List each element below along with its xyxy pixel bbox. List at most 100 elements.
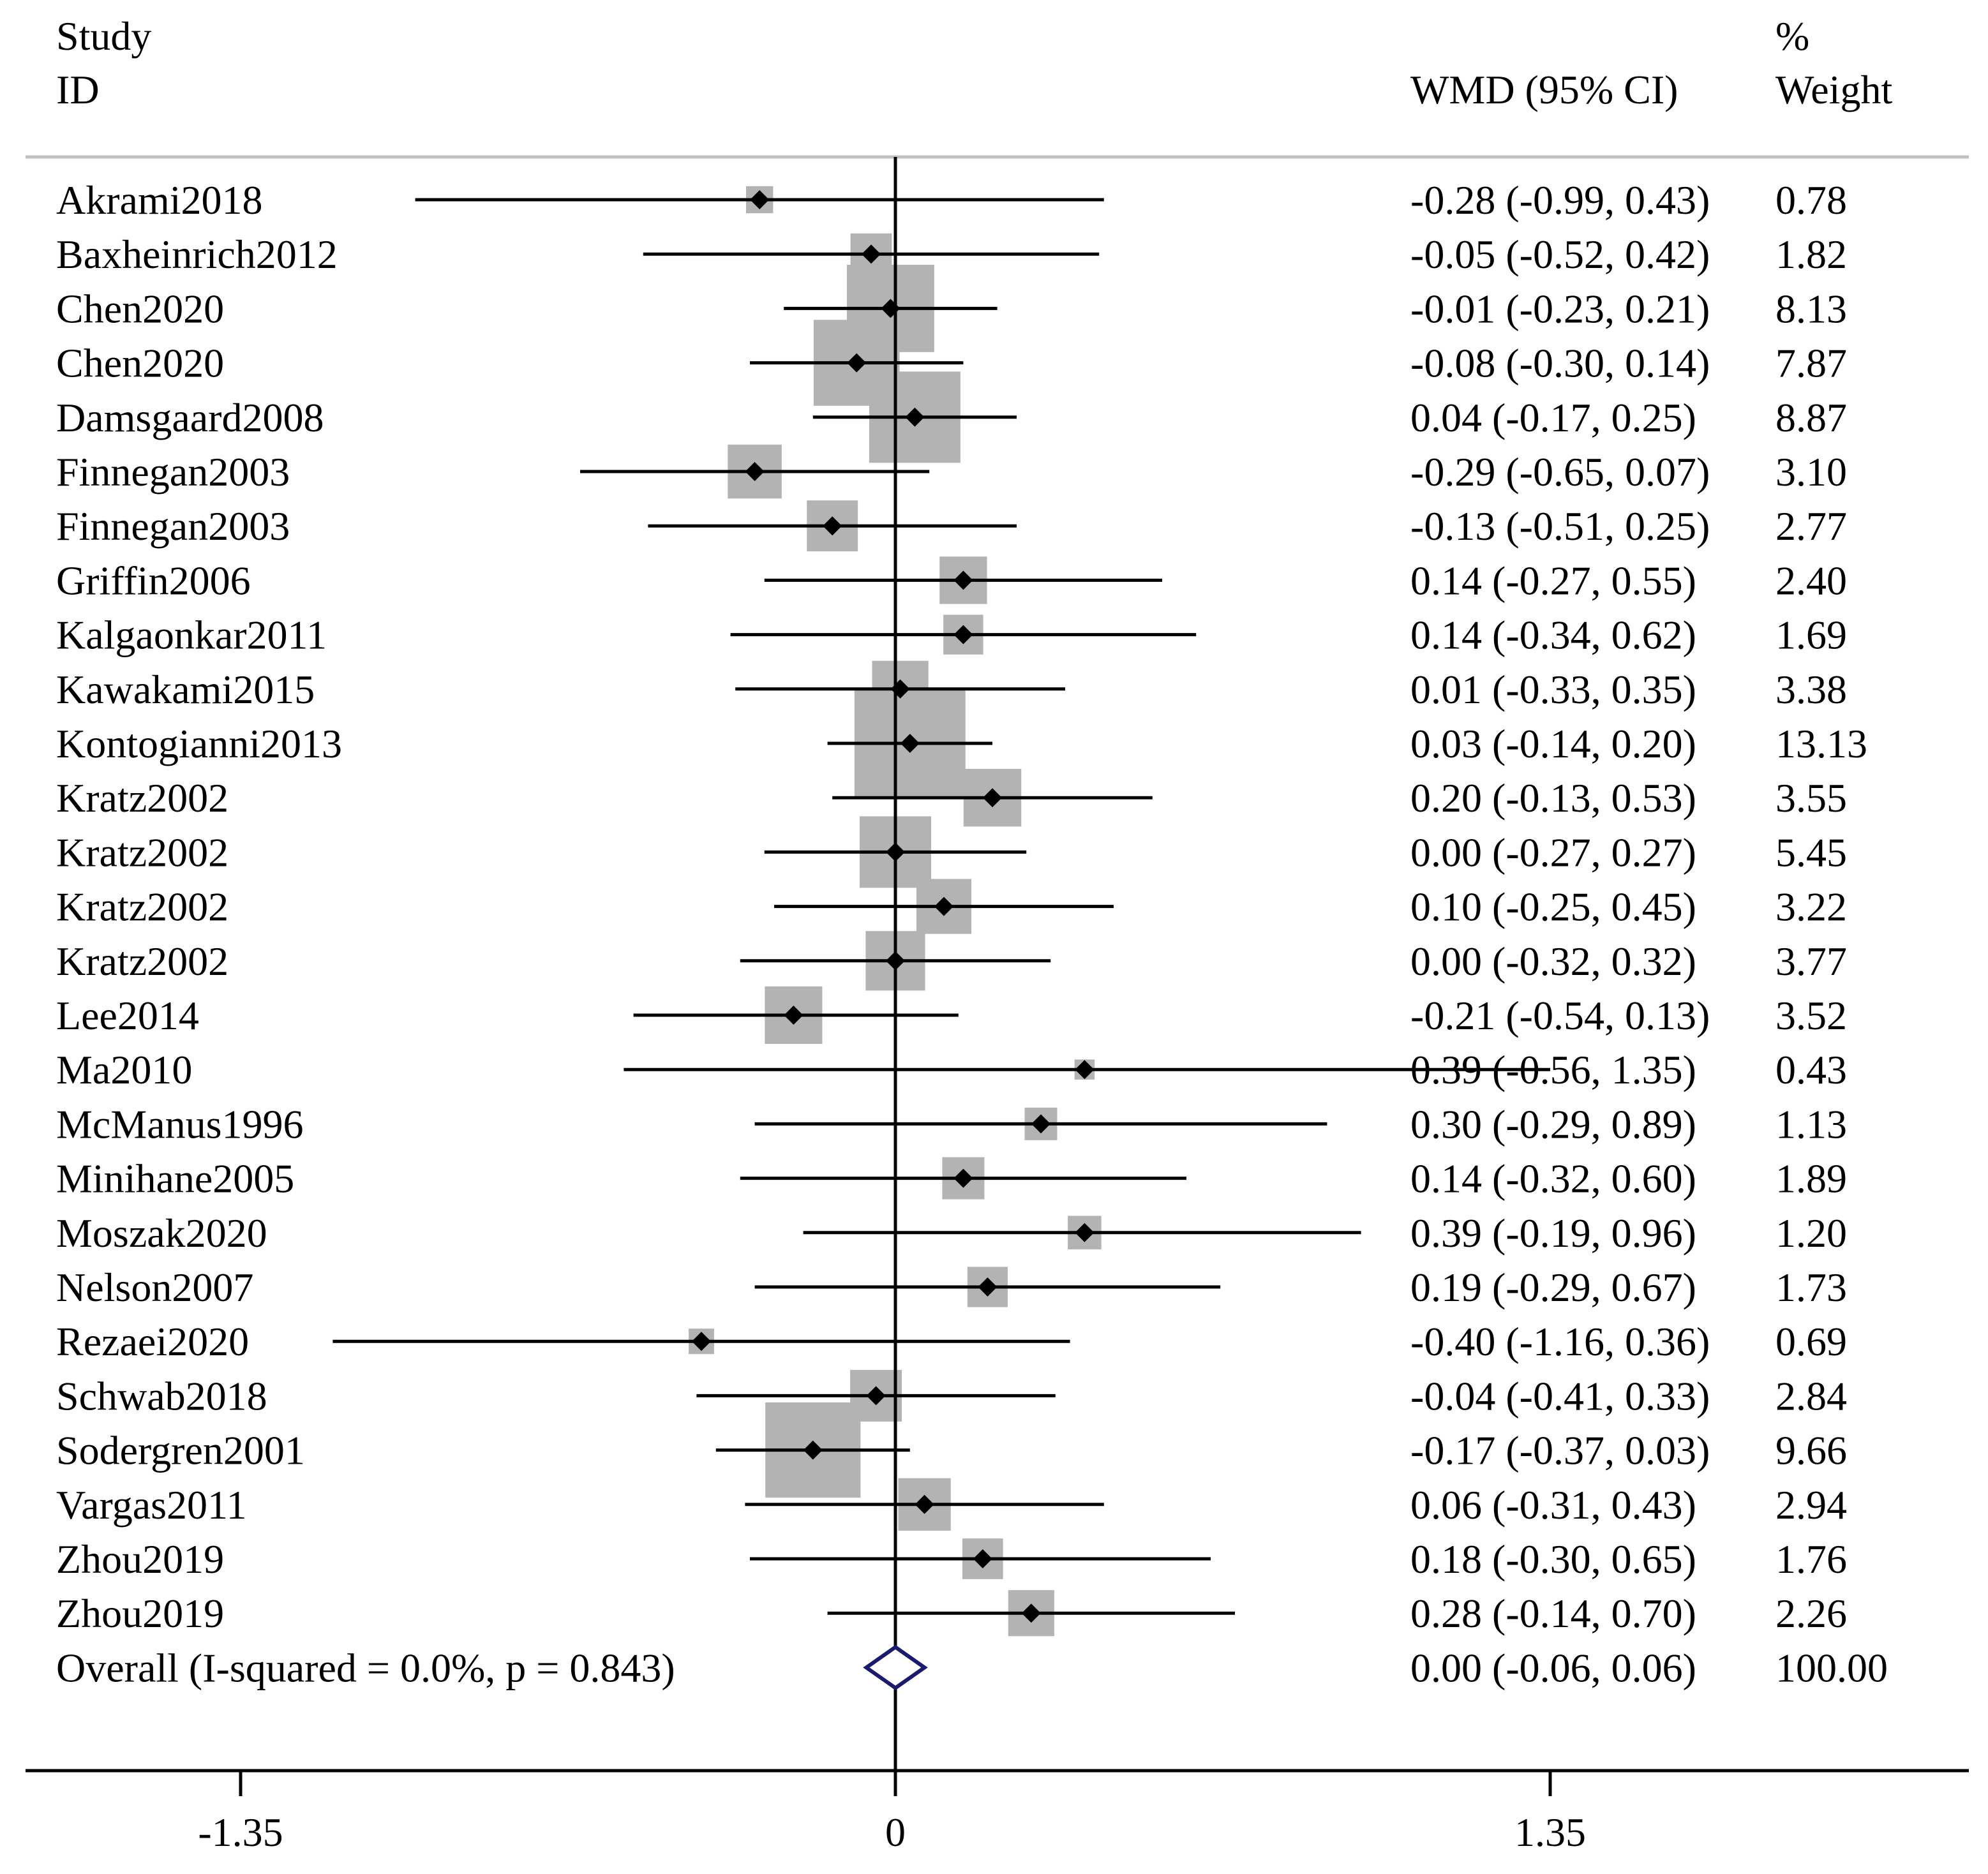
study-weight: 5.45 bbox=[1775, 829, 1847, 875]
point-estimate bbox=[983, 788, 1002, 808]
header-study: Study bbox=[56, 13, 151, 59]
study-ci: -0.21 (-0.54, 0.13) bbox=[1410, 993, 1710, 1038]
study-id: Chen2020 bbox=[56, 286, 224, 331]
study-weight: 1.73 bbox=[1775, 1265, 1847, 1310]
study-weight: 7.87 bbox=[1775, 341, 1847, 386]
point-estimate bbox=[750, 190, 770, 209]
point-estimate bbox=[784, 1006, 803, 1025]
study-weight: 1.89 bbox=[1775, 1156, 1847, 1201]
study-id: Griffin2006 bbox=[56, 558, 251, 603]
point-estimate bbox=[1021, 1603, 1041, 1623]
point-estimate bbox=[823, 516, 842, 536]
point-estimate bbox=[905, 407, 925, 427]
study-id: Kontogianni2013 bbox=[56, 721, 342, 766]
study-weight: 2.77 bbox=[1775, 503, 1847, 549]
study-ci: -0.05 (-0.52, 0.42) bbox=[1410, 232, 1710, 277]
study-ci: -0.08 (-0.30, 0.14) bbox=[1410, 341, 1710, 386]
point-estimate bbox=[953, 1168, 973, 1188]
point-estimate bbox=[866, 1386, 886, 1406]
study-weight: 8.87 bbox=[1775, 395, 1847, 440]
study-id: Kratz2002 bbox=[56, 775, 228, 821]
point-estimate bbox=[886, 951, 905, 970]
point-estimate bbox=[847, 353, 867, 373]
study-id: Zhou2019 bbox=[56, 1591, 224, 1636]
study-id: Kratz2002 bbox=[56, 829, 228, 875]
study-weight: 3.55 bbox=[1775, 775, 1847, 821]
study-id: Baxheinrich2012 bbox=[56, 232, 338, 277]
study-id: Kawakami2015 bbox=[56, 667, 315, 712]
overall-weight: 100.00 bbox=[1775, 1645, 1888, 1690]
x-tick-label: 1.35 bbox=[1514, 1810, 1586, 1855]
study-id: Vargas2011 bbox=[56, 1482, 247, 1528]
point-estimate bbox=[745, 462, 765, 481]
study-weight: 0.69 bbox=[1775, 1319, 1847, 1364]
study-weight: 2.94 bbox=[1775, 1482, 1847, 1528]
study-id: Schwab2018 bbox=[56, 1373, 267, 1418]
study-ci: 0.39 (-0.19, 0.96) bbox=[1410, 1210, 1696, 1256]
study-ci: 0.14 (-0.27, 0.55) bbox=[1410, 558, 1696, 603]
study-id: Finnegan2003 bbox=[56, 503, 290, 549]
study-ci: -0.01 (-0.23, 0.21) bbox=[1410, 286, 1710, 331]
study-weight: 3.38 bbox=[1775, 667, 1847, 712]
x-tick-label: -1.35 bbox=[198, 1810, 283, 1855]
study-weight: 1.76 bbox=[1775, 1536, 1847, 1582]
point-estimate bbox=[1075, 1223, 1095, 1242]
study-id: McManus1996 bbox=[56, 1101, 304, 1147]
study-id: Sodergren2001 bbox=[56, 1428, 305, 1473]
study-weight: 2.84 bbox=[1775, 1373, 1847, 1418]
study-ci: 0.18 (-0.30, 0.65) bbox=[1410, 1536, 1696, 1582]
study-id: Kalgaonkar2011 bbox=[56, 613, 327, 658]
header-percent: % bbox=[1775, 13, 1809, 59]
study-id: Nelson2007 bbox=[56, 1265, 253, 1310]
study-weight: 3.52 bbox=[1775, 993, 1847, 1038]
study-ci: -0.29 (-0.65, 0.07) bbox=[1410, 449, 1710, 495]
study-id: Finnegan2003 bbox=[56, 449, 290, 495]
header-id: ID bbox=[56, 67, 100, 112]
row-labels: Akrami2018 -0.28 (-0.99, 0.43) 0.78 Baxhein… bbox=[56, 177, 1867, 1636]
study-weight: 2.26 bbox=[1775, 1591, 1847, 1636]
overall-diamond bbox=[863, 1644, 928, 1691]
study-weight: 2.40 bbox=[1775, 558, 1847, 603]
study-id: Akrami2018 bbox=[56, 177, 263, 223]
point-estimate bbox=[934, 896, 953, 916]
study-id: Rezaei2020 bbox=[56, 1319, 249, 1364]
point-estimate bbox=[890, 679, 910, 699]
study-ci: -0.17 (-0.37, 0.03) bbox=[1410, 1428, 1710, 1473]
header-weight: Weight bbox=[1775, 67, 1892, 112]
point-estimate bbox=[1031, 1114, 1050, 1134]
point-estimate bbox=[953, 625, 973, 644]
study-weight: 1.69 bbox=[1775, 613, 1847, 658]
study-ci: 0.00 (-0.32, 0.32) bbox=[1410, 939, 1696, 984]
study-ci: -0.28 (-0.99, 0.43) bbox=[1410, 177, 1710, 223]
overall-ci: 0.00 (-0.06, 0.06) bbox=[1410, 1645, 1696, 1690]
study-ci: 0.39 (-0.56, 1.35) bbox=[1410, 1047, 1696, 1092]
study-ci: 0.01 (-0.33, 0.35) bbox=[1410, 667, 1696, 712]
study-ci: 0.06 (-0.31, 0.43) bbox=[1410, 1482, 1696, 1528]
point-estimate bbox=[978, 1277, 998, 1297]
overall-row: Overall (I-squared = 0.0%, p = 0.843) 0.0… bbox=[56, 1644, 1888, 1691]
point-estimate bbox=[915, 1494, 934, 1514]
point-estimate bbox=[862, 244, 881, 264]
study-ci: -0.40 (-1.16, 0.36) bbox=[1410, 1319, 1710, 1364]
study-weight: 13.13 bbox=[1775, 721, 1867, 766]
study-ci: 0.03 (-0.14, 0.20) bbox=[1410, 721, 1696, 766]
study-weight: 1.20 bbox=[1775, 1210, 1847, 1256]
study-id: Moszak2020 bbox=[56, 1210, 267, 1256]
study-ci: 0.14 (-0.34, 0.62) bbox=[1410, 613, 1696, 658]
study-id: Chen2020 bbox=[56, 341, 224, 386]
header-effect: WMD (95% CI) bbox=[1410, 67, 1678, 112]
study-weight: 1.13 bbox=[1775, 1101, 1847, 1147]
study-weight: 9.66 bbox=[1775, 1428, 1847, 1473]
study-weight: 1.82 bbox=[1775, 232, 1847, 277]
study-weight: 8.13 bbox=[1775, 286, 1847, 331]
study-id: Minihane2005 bbox=[56, 1156, 294, 1201]
study-ci: 0.30 (-0.29, 0.89) bbox=[1410, 1101, 1696, 1147]
study-id: Lee2014 bbox=[56, 993, 199, 1038]
study-ci: 0.20 (-0.13, 0.53) bbox=[1410, 775, 1696, 821]
point-estimate bbox=[692, 1332, 711, 1351]
point-estimate bbox=[886, 842, 905, 862]
study-weight: 3.77 bbox=[1775, 939, 1847, 984]
study-ci: 0.28 (-0.14, 0.70) bbox=[1410, 1591, 1696, 1636]
overall-label: Overall (I-squared = 0.0%, p = 0.843) bbox=[56, 1645, 675, 1690]
point-estimate bbox=[973, 1549, 992, 1568]
